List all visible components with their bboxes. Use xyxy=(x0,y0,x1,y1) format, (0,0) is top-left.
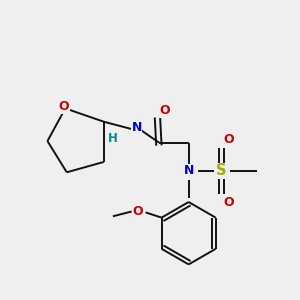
Text: O: O xyxy=(58,100,69,113)
Text: N: N xyxy=(184,164,194,177)
Text: H: H xyxy=(108,132,118,145)
Text: O: O xyxy=(224,196,234,208)
Text: O: O xyxy=(224,133,234,146)
Text: S: S xyxy=(216,163,226,178)
Text: O: O xyxy=(133,205,143,218)
Text: O: O xyxy=(160,104,170,117)
Text: N: N xyxy=(131,121,142,134)
